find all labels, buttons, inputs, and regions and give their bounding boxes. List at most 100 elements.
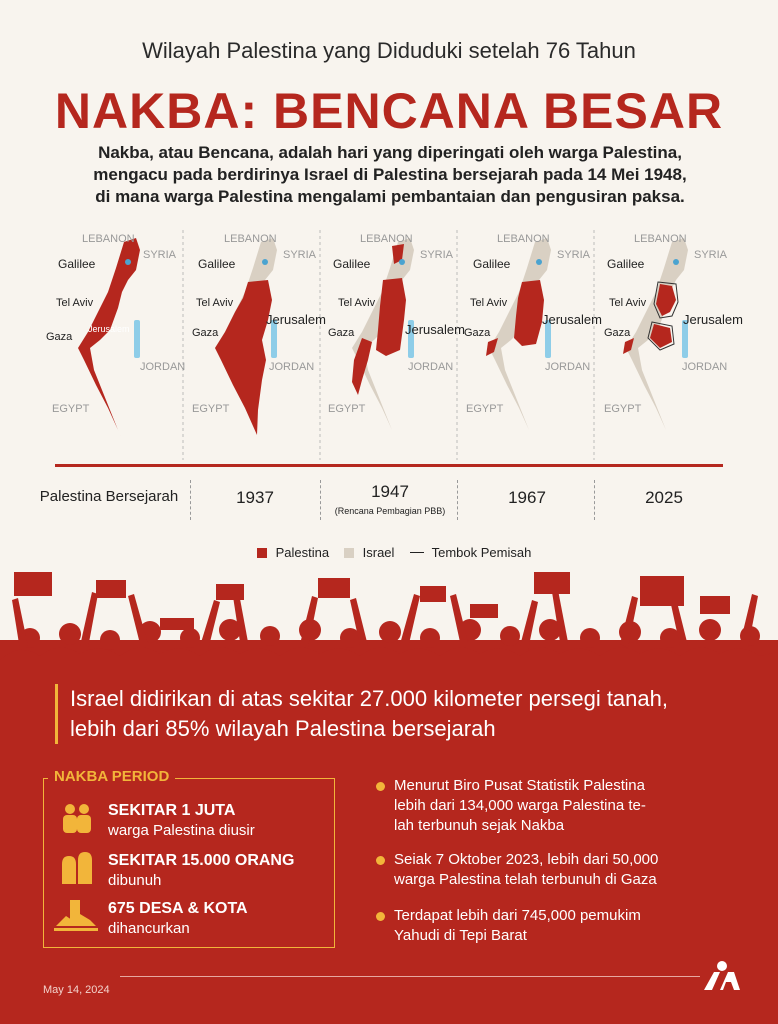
galilee-lake <box>125 259 131 265</box>
separation-wall <box>647 281 679 351</box>
label-syria: SYRIA <box>283 249 317 261</box>
red-background <box>0 640 778 1024</box>
label-syria: SYRIA <box>420 249 454 261</box>
legend-swatch-palestine <box>257 547 267 558</box>
map-1947 <box>352 238 414 445</box>
label-jerusalem: Jerusalem <box>88 324 130 334</box>
intro-line: di mana warga Palestina mengalami pemban… <box>95 187 685 206</box>
stat-title: 675 DESA & KOTA <box>108 900 248 917</box>
bullet-icon <box>376 912 385 921</box>
label-jerusalem: Jerusalem <box>405 322 465 337</box>
water-area <box>682 320 688 358</box>
label-jordan: JORDAN <box>408 361 453 373</box>
galilee-lake <box>536 259 542 265</box>
period-separator <box>320 480 322 520</box>
label-egypt: EGYPT <box>192 403 230 415</box>
galilee-lake <box>262 259 268 265</box>
footer-divider <box>120 976 700 977</box>
galilee-lake <box>399 259 405 265</box>
label-tel-aviv: Tel Aviv <box>609 297 647 309</box>
label-lebanon: LEBANON <box>360 233 413 245</box>
water-area <box>134 320 140 358</box>
israel-area <box>626 238 688 445</box>
intro-text: Nakba, atau Bencana, adalah hari yang di… <box>60 142 720 208</box>
palestine-area <box>623 338 634 354</box>
label-syria: SYRIA <box>557 249 591 261</box>
legend-swatch-israel <box>344 547 354 558</box>
period-label: 1967 <box>508 488 546 507</box>
label-gaza: Gaza <box>464 327 491 339</box>
label-jerusalem: Jerusalem <box>542 312 602 327</box>
label-gaza: Gaza <box>604 327 631 339</box>
label-tel-aviv: Tel Aviv <box>56 297 94 309</box>
palestine-area <box>352 338 372 395</box>
crowd-banner <box>0 572 778 1024</box>
stat-sub: dihancurkan <box>108 920 190 937</box>
period-separator <box>457 480 459 520</box>
stat-title: SEKITAR 15.000 ORANG <box>108 852 295 869</box>
fact-line: Menurut Biro Pusat Statistik Palestina <box>394 777 645 794</box>
label-gaza: Gaza <box>192 327 219 339</box>
headline-line: lebih dari 85% wilayah Palestina berseja… <box>70 716 496 741</box>
maps-panel: LEBANON SYRIA Galilee Tel Aviv Gaza Jeru… <box>46 230 743 460</box>
palestine-area <box>650 324 672 348</box>
label-galilee: Galilee <box>333 257 371 271</box>
fact-item: Seiak 7 Oktober 2023, lebih dari 50,000 … <box>376 850 714 890</box>
map-2025 <box>623 238 688 445</box>
nakba-period-box <box>43 778 335 948</box>
fact-text: Terdapat lebih dari 745,000 pemukim Yahu… <box>394 906 714 946</box>
palestine-area <box>656 284 676 316</box>
label-egypt: EGYPT <box>604 403 642 415</box>
map-historic <box>78 238 140 445</box>
palestine-area <box>392 244 404 264</box>
fact-line: lebih dari 134,000 warga Palestina te- <box>394 797 646 814</box>
period-label: 1937 <box>236 488 274 507</box>
gravestones-icon <box>62 852 92 884</box>
subtitle: Wilayah Palestina yang Diduduki setelah … <box>142 38 636 63</box>
label-jordan: JORDAN <box>545 361 590 373</box>
period-separator <box>190 480 192 520</box>
label-jerusalem: Jerusalem <box>683 312 743 327</box>
label-lebanon: LEBANON <box>497 233 550 245</box>
galilee-lake <box>673 259 679 265</box>
crowd-silhouette <box>0 572 778 680</box>
aa-logo-icon <box>704 961 740 990</box>
label-galilee: Galilee <box>473 257 511 271</box>
label-galilee: Galilee <box>58 257 96 271</box>
legend-palestine: Palestina <box>275 545 330 561</box>
fact-line: warga Palestina telah terbunuh di Gaza <box>394 871 657 888</box>
stat-sub: dibunuh <box>108 872 162 889</box>
headline-line: Israel didirikan di atas sekitar 27.000 … <box>70 686 668 711</box>
period-note: (Rencana Pembagian PBB) <box>334 506 446 516</box>
legend-wall: Tembok Pemisah <box>431 545 532 561</box>
fact-text: Menurut Biro Pusat Statistik Palestina l… <box>394 776 714 836</box>
fact-line: Terdapat lebih dari 745,000 pemukim <box>394 907 641 924</box>
headline: Israel didirikan di atas sekitar 27.000 … <box>55 684 760 744</box>
label-lebanon: LEBANON <box>634 233 687 245</box>
fact-line: Yahudi di Tepi Barat <box>394 927 527 944</box>
map-1967 <box>486 238 551 445</box>
bullet-icon <box>376 782 385 791</box>
water-area <box>408 320 414 358</box>
label-jerusalem: Jerusalem <box>266 312 326 327</box>
label-lebanon: LEBANON <box>224 233 277 245</box>
legend-israel: Israel <box>362 545 395 561</box>
israel-area <box>489 238 551 445</box>
water-area <box>545 320 551 358</box>
fact-line: lah terbunuh sejak Nakba <box>394 817 565 834</box>
label-syria: SYRIA <box>143 249 177 261</box>
label-tel-aviv: Tel Aviv <box>196 297 234 309</box>
bullet-icon <box>376 856 385 865</box>
fact-item: Terdapat lebih dari 745,000 pemukim Yahu… <box>376 906 714 946</box>
publish-date: May 14, 2024 <box>43 984 110 996</box>
period-separator <box>594 480 596 520</box>
destroyed-village-icon <box>54 900 98 931</box>
label-tel-aviv: Tel Aviv <box>338 297 376 309</box>
period-label: Palestina Bersejarah <box>39 488 179 505</box>
intro-line: Nakba, atau Bencana, adalah hari yang di… <box>98 143 682 162</box>
legend-swatch-wall <box>410 552 424 554</box>
fact-line: Seiak 7 Oktober 2023, lebih dari 50,000 <box>394 851 659 868</box>
period-label: 1947 <box>371 482 409 501</box>
map-1937 <box>215 238 277 445</box>
period-label: 2025 <box>645 488 683 507</box>
